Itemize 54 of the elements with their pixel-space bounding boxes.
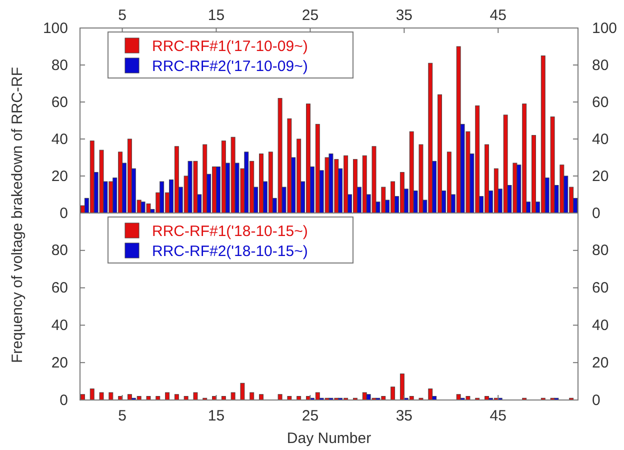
y2-tick-label: 100: [592, 20, 618, 37]
bar: [390, 386, 396, 400]
y-tick-label: 80: [51, 242, 68, 260]
y2-tick-label: 20: [592, 168, 609, 185]
y-tick-label: 60: [51, 280, 68, 297]
bar: [165, 392, 170, 400]
bar: [80, 394, 85, 400]
y2-tick-label: 60: [592, 94, 609, 111]
bar: [193, 392, 198, 400]
legend-label: RRC-RF#2('17-10-09~): [152, 58, 308, 75]
bar: [146, 396, 151, 400]
y-tick-label: 100: [42, 20, 68, 37]
x-axis-title: Day Number: [286, 430, 372, 447]
y2-tick-label: 40: [592, 317, 609, 334]
bar: [174, 394, 179, 400]
y2-tick-label: 80: [592, 242, 609, 260]
y-tick-label: 20: [51, 168, 68, 185]
bar: [278, 394, 282, 400]
bar: [230, 392, 236, 400]
y-tick-label: 0: [60, 392, 68, 409]
legend-label: RRC-RF#2('18-10-15~): [152, 243, 308, 260]
bar: [108, 392, 114, 400]
bar: [400, 374, 404, 400]
x2-tick-label: 15: [208, 7, 225, 24]
bar: [90, 388, 94, 400]
y-tick-label: 20: [51, 354, 68, 372]
y-tick-label: 40: [51, 130, 68, 148]
y2-tick-label: 60: [592, 280, 609, 297]
y2-tick-label: 40: [592, 130, 609, 148]
x-tick-label: 25: [302, 408, 319, 425]
y2-tick-label: 80: [592, 56, 609, 74]
x2-tick-label: 25: [302, 7, 319, 24]
x2-tick-label: 35: [396, 7, 413, 24]
x2-tick-label: 5: [118, 7, 126, 24]
bar: [250, 392, 254, 400]
x-tick-label: 45: [490, 408, 506, 425]
legend-label: RRC-RF#1('18-10-15~): [152, 223, 308, 240]
x-tick-label: 5: [118, 408, 126, 425]
y-tick-label: 60: [51, 94, 68, 111]
y2-tick-label: 20: [592, 354, 609, 372]
bar: [428, 388, 433, 400]
y2-tick-label: 0: [592, 204, 600, 222]
bar: [99, 392, 104, 400]
x-tick-label: 15: [208, 408, 225, 425]
legend-label: RRC-RF#1('17-10-09~): [152, 38, 308, 55]
y2-tick-label: 0: [592, 392, 600, 409]
y-axis-title: Frequency of voltage brakedown of RRC-RF: [9, 67, 26, 363]
y-tick-label: 80: [51, 56, 68, 74]
y-tick-label: 0: [60, 204, 68, 222]
y-tick-label: 40: [51, 317, 68, 334]
bar: [240, 382, 245, 400]
bar: [259, 394, 264, 400]
x-tick-label: 35: [396, 408, 413, 425]
x2-tick-label: 45: [490, 7, 506, 24]
